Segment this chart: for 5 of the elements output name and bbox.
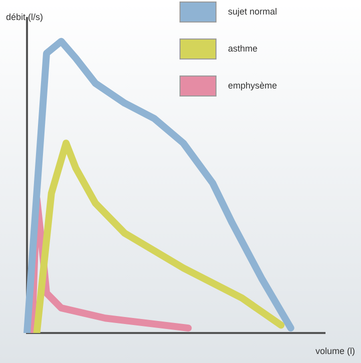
x-axis-title: volume (l) [315, 346, 355, 356]
legend-label: sujet normal [228, 6, 278, 16]
legend-label: emphysème [228, 80, 278, 90]
y-axis-title: débit (l/s) [6, 12, 44, 22]
legend-label: asthme [228, 43, 258, 54]
